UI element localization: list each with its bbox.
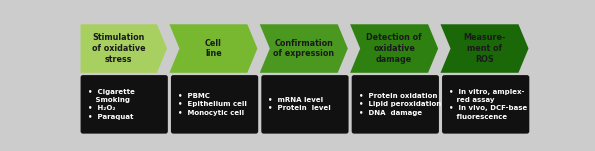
- Text: Detection of
oxidative
damage: Detection of oxidative damage: [367, 33, 422, 64]
- Polygon shape: [170, 24, 258, 73]
- FancyBboxPatch shape: [171, 75, 258, 134]
- Text: •  mRNA level
•  Protein  level: • mRNA level • Protein level: [268, 97, 331, 111]
- Text: •  Cigarette
   Smoking
•  H₂O₂
•  Paraquat: • Cigarette Smoking • H₂O₂ • Paraquat: [87, 89, 134, 120]
- Text: •  Protein oxidation
•  Lipid peroxidation
•  DNA  damage: • Protein oxidation • Lipid peroxidation…: [359, 93, 441, 116]
- Text: Cell
line: Cell line: [205, 39, 222, 58]
- Polygon shape: [350, 24, 438, 73]
- Text: Stimulation
of oxidative
stress: Stimulation of oxidative stress: [92, 33, 146, 64]
- Polygon shape: [260, 24, 348, 73]
- FancyBboxPatch shape: [261, 75, 349, 134]
- Polygon shape: [80, 24, 167, 73]
- FancyBboxPatch shape: [80, 75, 168, 134]
- Text: Confirmation
of expression: Confirmation of expression: [273, 39, 334, 58]
- Text: •  PBMC
•  Epithelium cell
•  Monocytic cell: • PBMC • Epithelium cell • Monocytic cel…: [178, 93, 247, 116]
- Text: Measure-
ment of
ROS: Measure- ment of ROS: [464, 33, 506, 64]
- Text: •  In vitro, amplex-
   red assay
•  In vivo, DCF-base
   fluorescence: • In vitro, amplex- red assay • In vivo,…: [449, 89, 527, 120]
- Polygon shape: [440, 24, 528, 73]
- FancyBboxPatch shape: [442, 75, 530, 134]
- FancyBboxPatch shape: [352, 75, 439, 134]
